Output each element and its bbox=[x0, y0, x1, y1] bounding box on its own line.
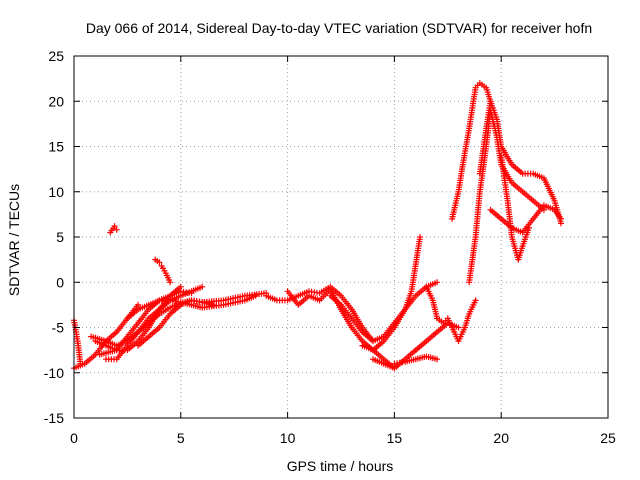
y-tick-label: 5 bbox=[56, 229, 64, 245]
data-point bbox=[455, 324, 462, 331]
y-axis-label: SDTVAR / TECUs bbox=[6, 184, 22, 296]
y-tick-label: 25 bbox=[48, 48, 64, 64]
series-arc-r bbox=[449, 80, 494, 222]
x-axis-label: GPS time / hours bbox=[287, 458, 394, 474]
series-arc-t bbox=[476, 98, 564, 227]
series-arc-m bbox=[327, 279, 441, 345]
x-tick-label: 10 bbox=[280, 430, 296, 446]
y-tick-label: -5 bbox=[52, 320, 65, 336]
grid-lines bbox=[74, 56, 608, 418]
data-point bbox=[113, 226, 120, 233]
data-point bbox=[417, 234, 423, 240]
series-arc-o bbox=[370, 320, 462, 372]
series-arc-i bbox=[152, 256, 174, 286]
data-point bbox=[199, 283, 206, 290]
x-tick-label: 20 bbox=[493, 430, 509, 446]
series-arc-p bbox=[391, 353, 441, 367]
y-tick-label: 0 bbox=[56, 274, 64, 290]
y-tick-label: 10 bbox=[48, 184, 64, 200]
series-arc-h bbox=[135, 290, 270, 349]
y-tick-label: -10 bbox=[44, 365, 64, 381]
data-point bbox=[434, 279, 441, 286]
series-arc-j bbox=[107, 223, 120, 236]
x-tick-label: 5 bbox=[177, 430, 185, 446]
data-point bbox=[188, 290, 195, 297]
y-tick-label: 15 bbox=[48, 139, 64, 155]
y-tick-label: -15 bbox=[44, 410, 64, 426]
data-point bbox=[111, 223, 118, 230]
x-tick-label: 25 bbox=[600, 430, 616, 446]
data-point bbox=[472, 297, 479, 304]
data-point bbox=[156, 259, 163, 266]
x-tick-label: 0 bbox=[70, 430, 78, 446]
series-arc-l bbox=[284, 286, 398, 372]
axis-ticks: 0 5 10 15 20 25 -15 -10 -5 0 5 10 15 20 25 bbox=[44, 48, 616, 446]
x-tick-label: 15 bbox=[387, 430, 403, 446]
data-point bbox=[558, 215, 564, 222]
chart-title: Day 066 of 2014, Sidereal Day-to-day VTE… bbox=[86, 20, 592, 36]
series-arc-u bbox=[487, 202, 564, 236]
series-arc-b bbox=[71, 317, 84, 367]
data-point bbox=[77, 360, 84, 367]
data-point bbox=[167, 279, 174, 286]
series-arc-q bbox=[423, 283, 479, 345]
series-arc-v bbox=[498, 152, 532, 263]
series-arc-n bbox=[359, 234, 423, 354]
y-tick-label: 20 bbox=[48, 93, 64, 109]
data-point bbox=[526, 224, 532, 231]
data-point bbox=[434, 356, 441, 363]
data-series bbox=[71, 80, 564, 372]
